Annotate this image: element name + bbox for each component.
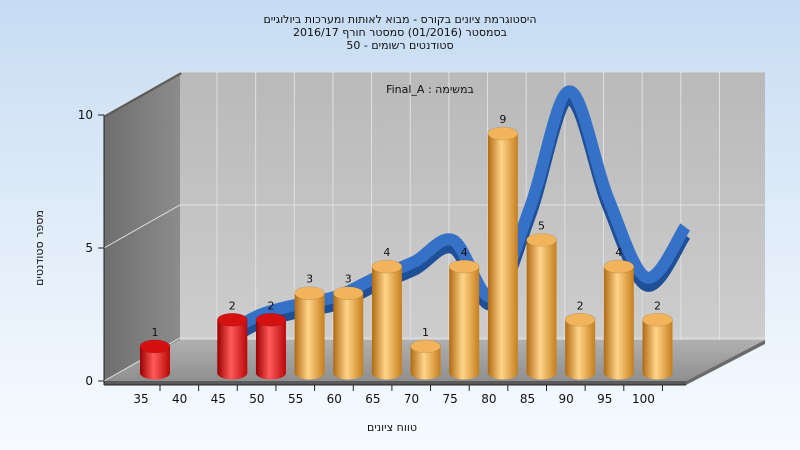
bar-body-95 (603, 266, 634, 380)
bar-cap-75 (448, 259, 480, 274)
x-tick-label-80: 80 (481, 392, 496, 406)
x-tick-label-60: 60 (327, 392, 342, 406)
x-tick-label-65: 65 (365, 392, 380, 406)
x-axis-title: טווח ציונים (367, 421, 417, 434)
bar-cap-45 (217, 312, 248, 327)
bar-label-50: 2 (267, 299, 274, 312)
bar-body-75 (449, 266, 480, 380)
y-tick-label-5: 5 (85, 241, 93, 255)
bar-body-45 (217, 319, 248, 380)
bar-body-55 (294, 293, 325, 380)
floor-right-edge (686, 340, 765, 385)
bar-label-45: 2 (229, 299, 236, 312)
gridline-h-10 (103, 71, 765, 116)
bar-label-90: 2 (577, 299, 584, 312)
bar-label-95: 4 (615, 246, 622, 259)
bar-60: 3 (332, 273, 364, 380)
bar-cap-65 (371, 259, 403, 274)
bar-body-50 (255, 319, 286, 380)
bar-95: 4 (603, 246, 635, 380)
bar-label-85: 5 (538, 220, 545, 233)
bar-label-80: 9 (499, 113, 506, 126)
bar-85: 5 (526, 220, 557, 380)
gridline-h-5 (103, 204, 765, 249)
bar-cap-60 (332, 286, 364, 301)
bar-55: 3 (294, 273, 325, 380)
x-tick-label-75: 75 (443, 392, 458, 406)
bar-body-100 (642, 319, 673, 380)
bar-cap-95 (603, 259, 635, 274)
side-wall-top-edge (104, 72, 182, 117)
bar-cap-50 (255, 312, 287, 327)
bar-cap-100 (642, 312, 673, 327)
y-tick-label-0: 0 (85, 374, 93, 388)
bar-label-60: 3 (345, 273, 352, 286)
floor-front-edge (104, 381, 686, 385)
bar-cap-90 (564, 312, 596, 327)
bar-65: 4 (371, 246, 403, 380)
bar-cap-80 (487, 126, 519, 141)
bar-label-70: 1 (422, 326, 429, 339)
x-tick-label-70: 70 (404, 392, 419, 406)
bar-label-100: 2 (654, 299, 661, 312)
x-tick-label-55: 55 (288, 392, 303, 406)
x-tick-label-100: 100 (632, 392, 655, 406)
bar-100: 2 (642, 299, 673, 380)
x-tick-label-90: 90 (559, 392, 574, 406)
y-axis-title: מספר סטודנטים (33, 210, 46, 286)
bar-label-65: 4 (383, 246, 390, 259)
bar-70: 1 (410, 326, 441, 380)
bar-90: 2 (564, 299, 596, 380)
chart-title-line-3: סטודנטים רשומים - 50 (346, 39, 454, 52)
bar-label-35: 1 (152, 326, 159, 339)
bar-body-35 (140, 346, 170, 380)
y-tick-label-10: 10 (78, 108, 93, 122)
annotation-label: Final_A : במשימה (386, 83, 474, 96)
bar-body-70 (410, 346, 441, 380)
bar-label-75: 4 (461, 246, 468, 259)
x-tick-label-95: 95 (597, 392, 612, 406)
x-tick-label-85: 85 (520, 392, 535, 406)
bar-35: 1 (139, 326, 171, 380)
x-tick-label-50: 50 (249, 392, 264, 406)
chart-title-line-1: היסטוגרמת ציונים בקורס - מבוא לאותות ומע… (263, 13, 537, 26)
x-tick-label-45: 45 (211, 392, 226, 406)
bar-body-65 (371, 266, 402, 380)
bar-75: 4 (448, 246, 480, 380)
bar-label-55: 3 (306, 273, 313, 286)
bar-cap-70 (410, 339, 441, 354)
bar-cap-85 (526, 233, 557, 247)
bar-body-90 (565, 319, 596, 380)
bar-cap-35 (139, 339, 171, 354)
x-tick-label-40: 40 (172, 392, 187, 406)
bar-80: 9 (487, 113, 519, 380)
bar-body-85 (526, 240, 557, 380)
bar-body-60 (333, 293, 364, 380)
bar-cap-55 (294, 286, 325, 301)
chart-title-line-2: בסמסטר (01/2016) סמסטר חורף 2016/17 (293, 26, 507, 39)
bar-body-80 (487, 133, 518, 380)
bar-45: 2 (217, 299, 248, 380)
x-tick-label-35: 35 (133, 392, 148, 406)
bar-50: 2 (255, 299, 287, 380)
bars-layer: 1 2 2 3 3 4 1 4 9 5 2 4 2 (139, 113, 673, 380)
